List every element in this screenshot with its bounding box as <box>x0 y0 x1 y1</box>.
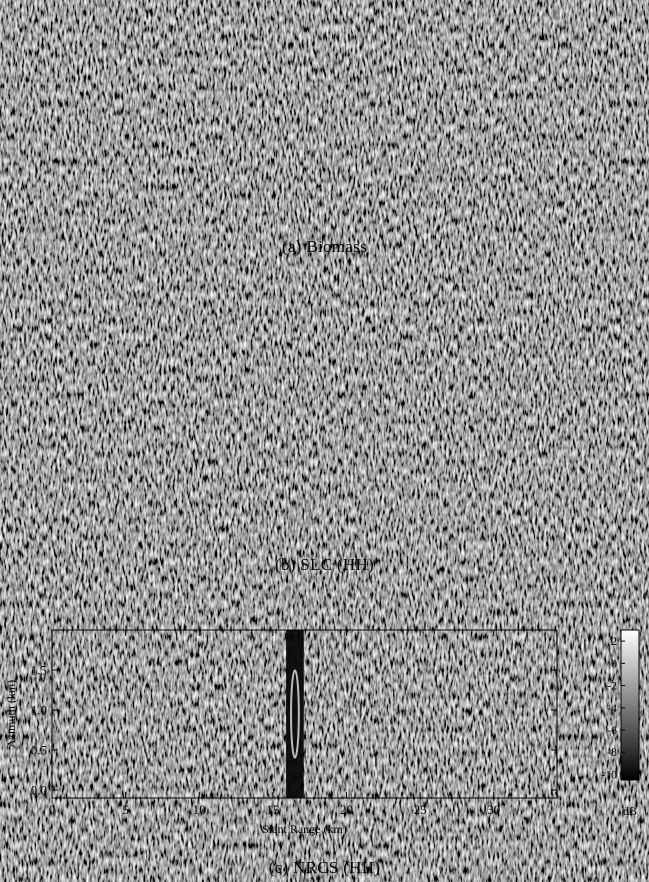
x-tick-label: 5 <box>122 802 129 817</box>
plot-frame <box>62 4 546 164</box>
x-axis-label: Slant Range (km) <box>262 510 347 524</box>
ellipse-feature <box>290 357 300 447</box>
x-tick-label: 10 <box>193 802 206 817</box>
x-tick-label: 25 <box>414 802 427 817</box>
caption-biomass: (a) Biomass <box>282 237 367 256</box>
y-axis-label: Azimuth (km) <box>4 368 18 436</box>
colorbar-tick-label: 800 <box>566 13 589 29</box>
heatmap-texture <box>52 630 557 798</box>
y-tick-label: 1.0 <box>39 73 58 89</box>
heatmap-texture <box>52 318 557 486</box>
colorbar-tick-label: -4 <box>607 701 617 715</box>
colorbar-tick-label: 0 <box>611 656 617 670</box>
caption-slc: (b) SLC (HH) <box>275 555 374 574</box>
y-axis-label: Azimuth (km) <box>4 680 18 748</box>
x-tick-label: 30 <box>487 802 500 817</box>
caption-nrcs: (c) NRCS (HH) <box>268 858 381 877</box>
colorbar <box>620 629 640 781</box>
dark-strip-feature <box>286 5 304 163</box>
y-tick-label: 0.5 <box>31 431 47 446</box>
ellipse-feature <box>290 42 300 126</box>
ellipse-feature <box>290 669 300 759</box>
colorbar-unit-label: dB <box>623 804 637 818</box>
colorbar-tick-label: -8 <box>607 745 617 759</box>
x-tick-label: 10 <box>196 169 211 185</box>
y-tick-label: 1.0 <box>31 391 47 406</box>
colorbar-tick-label: 600 <box>566 45 589 61</box>
plot-frame <box>51 629 558 799</box>
y-tick-label: 1.0 <box>31 703 47 718</box>
y-axis-label: Azimuth (km) <box>8 41 24 126</box>
plot-frame <box>51 317 558 487</box>
x-axis-label: Slant Range (km) <box>251 195 357 211</box>
x-tick-label: 30 <box>487 490 500 505</box>
colorbar-tick-label: -6 <box>607 723 617 737</box>
y-tick-label: 0.5 <box>31 743 47 758</box>
colorbar-tick-label: -10 <box>601 767 617 781</box>
x-tick-label: 5 <box>130 169 138 185</box>
x-tick-label: 20 <box>340 490 353 505</box>
y-tick-label: 1.5 <box>39 36 58 52</box>
y-tick-label: 1.5 <box>31 351 47 366</box>
x-axis-label: Slant Range (km) <box>262 822 347 836</box>
x-tick-label: 20 <box>337 169 352 185</box>
x-tick-label: 0 <box>49 802 56 817</box>
colorbar-tick-label: 200 <box>566 108 589 124</box>
y-tick-label: 1.5 <box>31 663 47 678</box>
colorbar <box>591 4 613 149</box>
x-tick-label: 30 <box>477 169 492 185</box>
heatmap-texture <box>63 5 545 163</box>
x-tick-label: 25 <box>407 169 422 185</box>
x-tick-label: 25 <box>414 490 427 505</box>
colorbar-unit-label: T/ha <box>598 213 626 229</box>
x-tick-label: 0 <box>49 490 56 505</box>
x-tick-label: 15 <box>266 169 281 185</box>
colorbar-tick-label: 2 <box>611 634 617 648</box>
x-tick-label: 0 <box>59 169 67 185</box>
x-tick-label: 10 <box>193 490 206 505</box>
colorbar-tick-label: 400 <box>566 76 589 92</box>
y-tick-label: 0.0 <box>39 149 58 165</box>
y-tick-label: 0.0 <box>31 783 47 798</box>
y-tick-label: 0.0 <box>31 471 47 486</box>
dark-strip-feature <box>286 318 304 486</box>
x-tick-label: 15 <box>266 802 279 817</box>
x-tick-label: 15 <box>266 490 279 505</box>
x-tick-label: 5 <box>122 490 129 505</box>
colorbar-tick-label: -2 <box>607 679 617 693</box>
x-tick-label: 20 <box>340 802 353 817</box>
dark-strip-feature <box>286 630 304 798</box>
y-tick-label: 0.5 <box>39 111 58 127</box>
